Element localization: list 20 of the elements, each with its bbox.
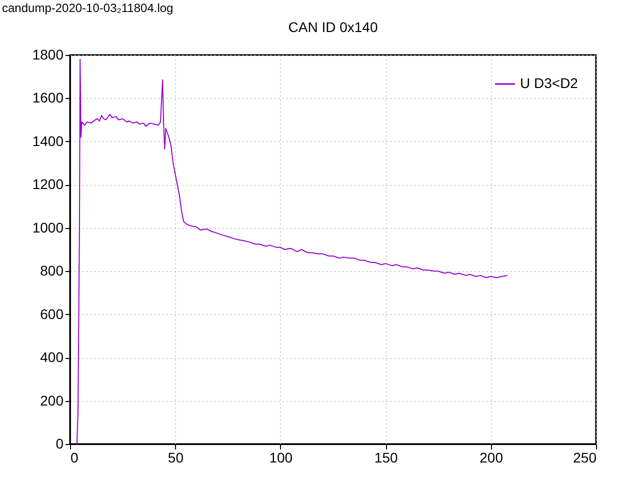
x-tick-label: 250 [573, 450, 597, 466]
x-tick-label: 50 [168, 450, 184, 466]
x-tick-label: 150 [374, 450, 398, 466]
chart-title: CAN ID 0x140 [288, 19, 378, 35]
x-tick-label: 200 [480, 450, 504, 466]
x-tick-label: 100 [269, 450, 293, 466]
y-tick-label: 1400 [32, 132, 64, 149]
y-tick-label: 200 [40, 392, 64, 408]
text: candump-2020-10-03₂11804.log [2, 1, 174, 15]
y-tick-label: 1200 [32, 176, 64, 192]
y-tick-label: 1800 [32, 46, 64, 62]
y-tick-label: 400 [40, 349, 64, 366]
y-tick-label: 1000 [32, 219, 64, 236]
line-series [76, 58, 508, 444]
y-tick-label: 1600 [32, 90, 64, 106]
x-tick-label: 0 [70, 450, 78, 466]
legend-label: U D3<D2 [520, 75, 578, 91]
y-tick-label: 0 [56, 436, 64, 452]
y-tick-label: 600 [40, 306, 64, 322]
y-tick-label: 800 [40, 262, 64, 279]
